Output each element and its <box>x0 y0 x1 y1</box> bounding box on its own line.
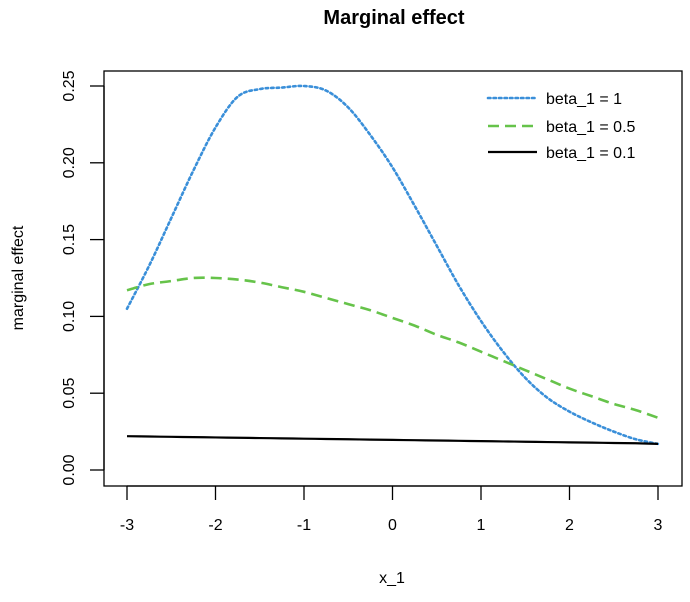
y-tick-label: 0.05 <box>61 378 78 409</box>
legend: beta_1 = 1 beta_1 = 0.5 beta_1 = 0.1 <box>486 91 636 162</box>
y-tick-label: 0.10 <box>61 301 78 332</box>
series-group <box>125 84 660 446</box>
x-tick-label: 3 <box>654 517 663 534</box>
series-line-1 <box>125 84 660 446</box>
x-tick-label: 2 <box>565 517 574 534</box>
x-tick-label: -3 <box>120 517 134 534</box>
y-tick-label: 0.20 <box>61 147 78 178</box>
x-tick-label: 0 <box>388 517 397 534</box>
y-axis: 0.00 0.05 0.10 0.15 0.20 0.25 <box>61 70 105 486</box>
series-line-3 <box>126 435 659 445</box>
legend-label-2: beta_1 = 0.5 <box>546 119 636 136</box>
x-axis: -3 -2 -1 0 1 2 3 <box>120 485 663 534</box>
legend-label-3: beta_1 = 0.1 <box>546 145 636 162</box>
x-axis-label: x_1 <box>379 570 405 587</box>
x-tick-label: -2 <box>208 517 222 534</box>
x-tick-label: 1 <box>477 517 486 534</box>
y-tick-label: 0.15 <box>61 224 78 255</box>
x-tick-label: -1 <box>297 517 311 534</box>
y-axis-label: marginal effect <box>10 225 27 330</box>
chart-title: Marginal effect <box>323 7 464 29</box>
series-line-2 <box>126 276 659 420</box>
legend-label-1: beta_1 = 1 <box>546 91 622 108</box>
y-tick-label: 0.00 <box>61 454 78 485</box>
y-tick-label: 0.25 <box>61 70 78 101</box>
